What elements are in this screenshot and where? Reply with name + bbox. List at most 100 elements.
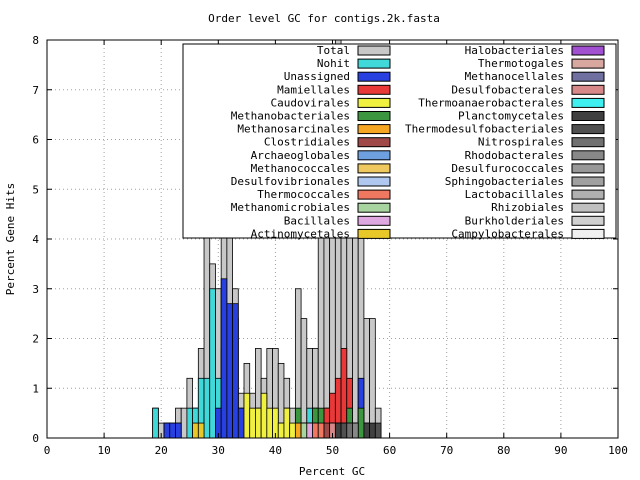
y-tick-label: 5 [32, 183, 39, 196]
bar-unassigned [232, 303, 239, 439]
legend-swatch [571, 137, 605, 148]
legend-swatch [357, 137, 391, 148]
legend-label: Sphingobacteriales [445, 175, 564, 188]
legend-swatch [571, 202, 605, 213]
legend-box [182, 43, 617, 239]
bar-nohit [209, 288, 216, 439]
bar-caudovirales [277, 422, 285, 439]
legend-label: Thermoanaerobacterales [418, 96, 564, 109]
bar-nitrospirales [346, 422, 353, 439]
legend-label: Methanosarcinales [237, 123, 350, 136]
legend-label: Desulfurococcales [451, 162, 564, 175]
bar-caudovirales [249, 407, 256, 439]
bar-clostridiales [323, 422, 331, 439]
legend-swatch [571, 71, 605, 82]
legend-swatch [571, 84, 605, 95]
axes: 0 10 20 30 40 50 60 70 80 90 100 0 1 2 3 4 5 6 7 8 [32, 34, 628, 457]
legend-swatch [357, 150, 391, 161]
legend-label: Bacillales [284, 214, 350, 227]
bar-nohit [152, 407, 159, 439]
x-tick-label: 0 [44, 444, 51, 457]
x-tick-label: 80 [497, 444, 510, 457]
bar-total [352, 203, 359, 439]
bar-nohit [203, 377, 211, 439]
bar-planctomycetales [369, 422, 376, 439]
legend-swatch [571, 228, 605, 239]
bar-bacillales [306, 422, 313, 439]
legend-label: Desulfobacterales [451, 83, 564, 96]
bar-unassigned [220, 278, 228, 439]
legend-swatch [571, 97, 605, 108]
legend-swatch [357, 97, 391, 108]
x-tick-label: 60 [383, 444, 396, 457]
legend-label: Desulfovibrionales [231, 175, 350, 188]
x-tick-label: 50 [326, 444, 339, 457]
bar-actinomycetales [192, 422, 199, 439]
bar-thermodesulfobacteriales [340, 422, 348, 439]
y-tick-label: 8 [32, 34, 39, 47]
legend-swatch [357, 111, 391, 121]
bar-planctomycetales [363, 422, 371, 439]
legend-swatch [571, 176, 605, 187]
legend-label: Clostridiales [264, 136, 350, 149]
legend-swatch [357, 202, 391, 213]
legend-label: Methanomicrobiales [231, 201, 350, 214]
legend-label: Unassigned [284, 70, 350, 83]
legend: TotalNohitUnassignedMamiellalesCaudovira… [182, 43, 617, 240]
legend-label: Methanococcales [251, 162, 350, 175]
legend-label: Methanobacteriales [231, 110, 350, 123]
bar-caudovirales [283, 407, 291, 439]
legend-label: Caudovirales [271, 96, 350, 109]
bar-methanobacteriales [357, 407, 365, 439]
bar-unassigned [163, 422, 171, 439]
legend-swatch [571, 45, 605, 56]
bar-caudovirales [289, 422, 296, 439]
legend-label: Thermotogales [478, 57, 564, 70]
bar-caudovirales [255, 407, 262, 439]
y-axis-label: Percent Gene Hits [4, 183, 17, 296]
legend-swatch [357, 163, 391, 174]
bar-unassigned [237, 407, 245, 439]
legend-swatch [357, 215, 391, 226]
bar-thermodesulfobacteriales [374, 422, 382, 439]
legend-label: Mamiellales [277, 83, 350, 96]
legend-swatch [357, 176, 391, 187]
x-tick-label: 30 [212, 444, 225, 457]
bar-caudovirales [266, 407, 273, 439]
bar-rhodobacterales [352, 422, 359, 439]
y-tick-label: 3 [32, 283, 39, 296]
legend-swatch [571, 163, 605, 174]
legend-swatch [357, 58, 391, 69]
bar-caudovirales [243, 392, 251, 439]
legend-label: Thermodesulfobacteriales [405, 123, 564, 136]
y-tick-label: 7 [32, 84, 39, 97]
legend-label: Halobacteriales [465, 44, 564, 57]
bar-actinomycetales [197, 422, 205, 439]
legend-label: Actinomycetales [251, 227, 350, 240]
bar-total [317, 218, 325, 439]
bar-caudovirales [260, 392, 268, 439]
legend-swatch [357, 228, 391, 239]
legend-swatch [357, 71, 391, 82]
y-tick-label: 4 [32, 233, 39, 246]
y-tick-label: 2 [32, 333, 39, 346]
legend-label: Total [317, 44, 350, 57]
legend-swatch [571, 215, 605, 226]
x-tick-label: 70 [440, 444, 453, 457]
bar-total [369, 318, 376, 439]
y-tick-label: 6 [32, 134, 39, 147]
legend-label: Rhizobiales [491, 201, 564, 214]
legend-label: Methanocellales [465, 70, 564, 83]
legend-swatch [571, 150, 605, 161]
bar-thermococcales [312, 422, 319, 439]
bar-unassigned [175, 422, 182, 439]
bar-thermococcales [317, 422, 325, 439]
bar-methanosarcinales [294, 422, 302, 439]
x-tick-label: 100 [608, 444, 628, 457]
bar-nohit [186, 407, 194, 439]
legend-label: Thermococcales [257, 188, 350, 201]
bar-methanomicrobiales [300, 422, 308, 439]
bar-total [363, 318, 371, 439]
bar-planctomycetales [334, 422, 342, 439]
x-axis-label: Percent GC [299, 465, 365, 478]
